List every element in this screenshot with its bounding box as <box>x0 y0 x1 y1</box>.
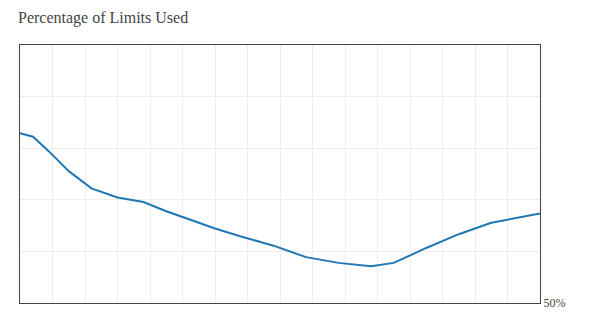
svg-text:Percentage of Limits Used: Percentage of Limits Used <box>18 9 188 27</box>
svg-text:50%: 50% <box>543 296 565 310</box>
